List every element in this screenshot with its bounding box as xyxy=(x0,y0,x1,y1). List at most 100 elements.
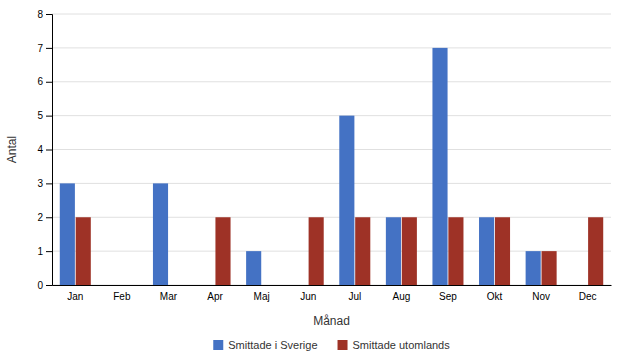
x-axis: Jan Feb Mar Apr Maj Jun Jul Aug Sep Okt Nov Dec xyxy=(53,286,612,303)
bar xyxy=(479,217,494,285)
bars xyxy=(60,48,603,285)
bar xyxy=(215,217,230,285)
bar xyxy=(153,183,168,285)
bar xyxy=(339,116,354,285)
legend-swatch xyxy=(213,340,223,350)
tick-label: 6 xyxy=(37,76,43,87)
bar xyxy=(588,217,603,285)
tick: Feb xyxy=(113,291,131,302)
tick-mark xyxy=(46,251,52,252)
tick: Aug xyxy=(392,291,410,302)
tick: 5 xyxy=(37,110,52,121)
tick-label: Feb xyxy=(113,291,131,302)
bar xyxy=(169,285,184,286)
tick-label: Aug xyxy=(392,291,410,302)
tick: Sep xyxy=(439,291,457,302)
tick-label: 2 xyxy=(37,212,43,223)
bar xyxy=(526,251,541,285)
tick-mark xyxy=(46,48,52,49)
tick: 1 xyxy=(37,246,52,257)
tick-label: Apr xyxy=(207,291,223,302)
bar xyxy=(106,285,121,286)
tick: Jan xyxy=(67,291,83,302)
tick: 0 xyxy=(37,280,52,291)
bar xyxy=(200,285,215,286)
y-axis: 0 1 2 3 4 5 6 7 8 xyxy=(37,9,52,291)
tick-label: Okt xyxy=(487,291,503,302)
tick: Maj xyxy=(254,291,270,302)
plot: 0 1 2 3 4 5 6 7 8 Jan Feb Mar Apr Maj Jun Jul Aug Sep Okt N… xyxy=(37,9,611,302)
bar xyxy=(542,251,557,285)
tick: Mar xyxy=(160,291,178,302)
bar xyxy=(293,285,308,286)
legend: Smittade i Sverige Smittade utomlands xyxy=(213,339,450,351)
grid-line xyxy=(52,14,611,15)
tick-label: Jan xyxy=(67,291,83,302)
bar xyxy=(572,285,587,286)
tick: Dec xyxy=(579,291,597,302)
grid-line xyxy=(52,217,611,218)
bar xyxy=(60,183,75,285)
tick: Jul xyxy=(348,291,361,302)
grid xyxy=(52,14,611,285)
tick: Okt xyxy=(487,291,503,302)
tick-mark xyxy=(46,116,52,117)
tick: 2 xyxy=(37,212,52,223)
grid-line xyxy=(52,81,611,82)
tick-mark xyxy=(46,14,52,15)
grid-line xyxy=(52,183,611,184)
legend-label: Smittade utomlands xyxy=(353,339,451,351)
series xyxy=(60,48,541,285)
bar xyxy=(495,217,510,285)
tick-label: Sep xyxy=(439,291,457,302)
tick-label: Jul xyxy=(348,291,361,302)
tick-label: Nov xyxy=(532,291,550,302)
tick-label: 5 xyxy=(37,110,43,121)
grid-line xyxy=(52,47,611,48)
bar xyxy=(246,251,261,285)
bar xyxy=(448,217,463,285)
axis-line xyxy=(46,15,53,286)
tick-label: 4 xyxy=(37,144,43,155)
bar xyxy=(386,217,401,285)
bar xyxy=(432,48,447,285)
tick-mark xyxy=(46,217,52,218)
tick: 6 xyxy=(37,76,52,87)
bar xyxy=(402,217,417,285)
tick: 8 xyxy=(37,9,52,20)
tick-label: Maj xyxy=(254,291,270,302)
tick-label: Mar xyxy=(160,291,178,302)
series xyxy=(76,217,604,285)
axis-line xyxy=(53,285,612,286)
tick-label: 1 xyxy=(37,246,43,257)
tick: 3 xyxy=(37,178,52,189)
tick-mark xyxy=(46,183,52,184)
chart: 0 1 2 3 4 5 6 7 8 Jan Feb Mar Apr Maj Jun Jul Aug Sep Okt N… xyxy=(0,0,627,359)
legend-item: Smittade i Sverige xyxy=(213,339,317,351)
grid-line xyxy=(52,115,611,116)
legend-item: Smittade utomlands xyxy=(338,339,451,351)
tick-label: 3 xyxy=(37,178,43,189)
tick-label: 0 xyxy=(37,280,43,291)
tick: Nov xyxy=(532,291,550,302)
bar xyxy=(355,217,370,285)
tick: Apr xyxy=(207,291,223,302)
tick: 7 xyxy=(37,43,52,54)
bar xyxy=(76,217,91,285)
tick-label: Jun xyxy=(300,291,316,302)
bar xyxy=(122,285,137,286)
bar xyxy=(309,217,324,285)
x-axis-title: Månad xyxy=(313,314,350,328)
tick-label: Dec xyxy=(579,291,597,302)
y-axis-title: Antal xyxy=(5,136,19,163)
tick-label: 8 xyxy=(37,9,43,20)
bar xyxy=(262,285,277,286)
tick: Jun xyxy=(300,291,316,302)
tick-label: 7 xyxy=(37,43,43,54)
legend-swatch xyxy=(338,340,348,350)
grid-line xyxy=(52,149,611,150)
tick: 4 xyxy=(37,144,52,155)
tick-mark xyxy=(46,150,52,151)
tick-mark xyxy=(46,285,52,286)
tick-mark xyxy=(46,82,52,83)
